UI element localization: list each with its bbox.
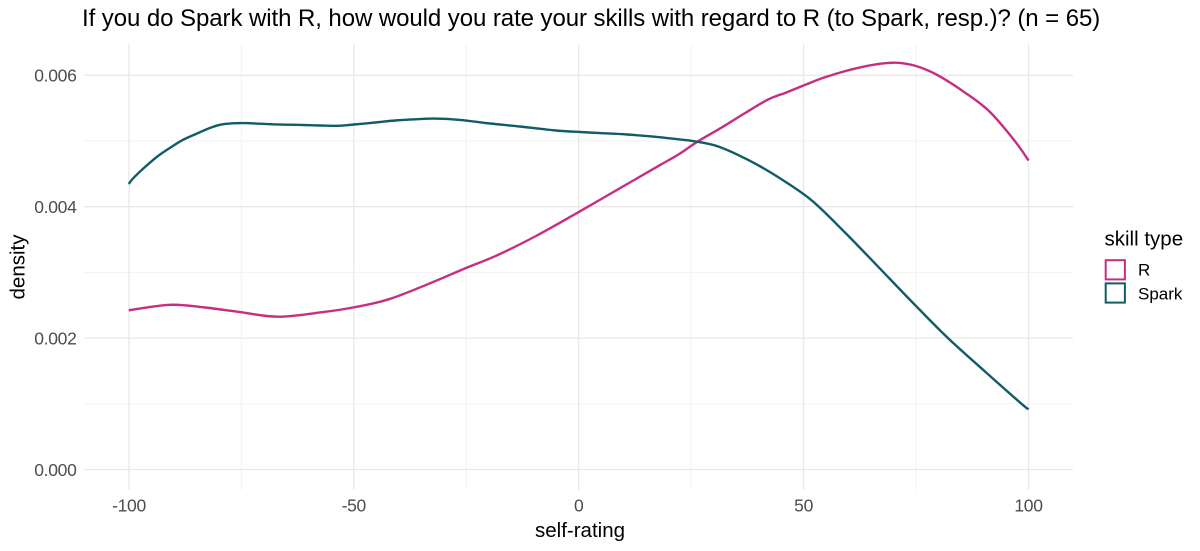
svg-text:0.000: 0.000	[34, 460, 77, 480]
svg-text:-100: -100	[112, 495, 146, 515]
svg-text:R: R	[1138, 261, 1150, 280]
svg-text:Spark: Spark	[1138, 284, 1183, 303]
svg-text:density: density	[6, 234, 29, 300]
svg-text:self-rating: self-rating	[535, 519, 625, 542]
svg-text:0.002: 0.002	[34, 328, 76, 348]
svg-text:0.006: 0.006	[34, 66, 76, 86]
svg-text:0: 0	[574, 495, 584, 515]
svg-text:skill type: skill type	[1105, 228, 1184, 251]
svg-text:If you do Spark with R, how wo: If you do Spark with R, how would you ra…	[82, 5, 1100, 32]
svg-text:-50: -50	[342, 495, 367, 515]
svg-text:50: 50	[794, 495, 813, 515]
svg-text:100: 100	[1014, 495, 1043, 515]
svg-text:0.004: 0.004	[34, 197, 77, 217]
